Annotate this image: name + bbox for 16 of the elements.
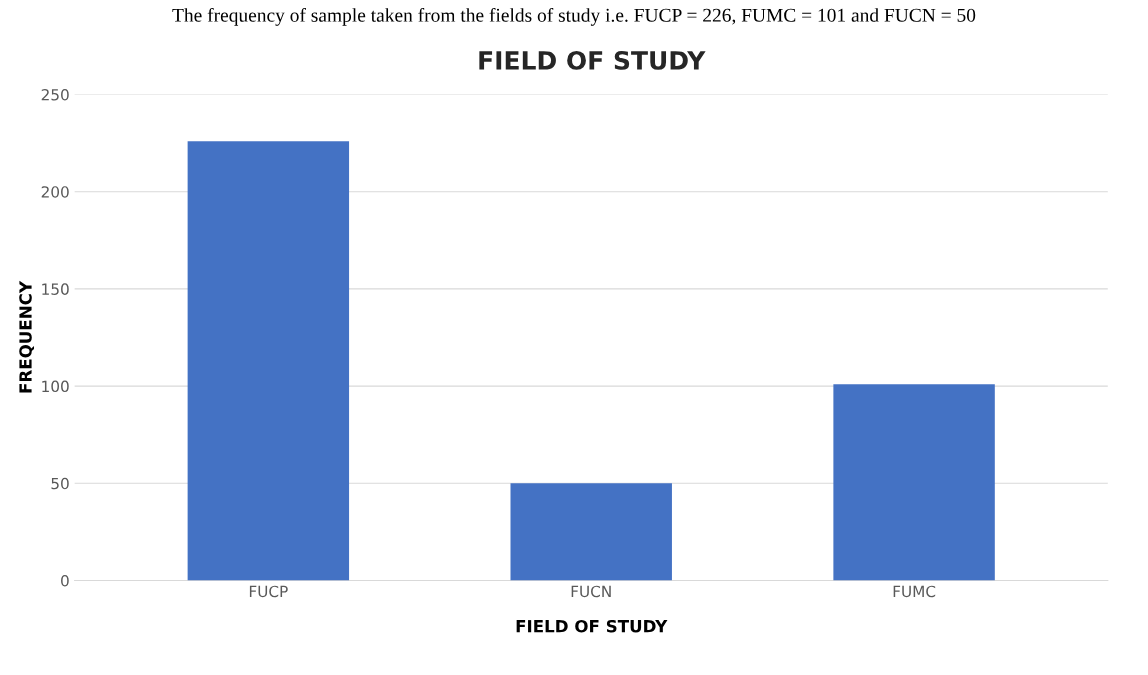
y-axis-title: FREQUENCY bbox=[19, 280, 35, 393]
chart-title: FIELD OF STUDY bbox=[479, 50, 706, 70]
x-tick-label: FUMC bbox=[893, 585, 936, 598]
y-tick-label: 100 bbox=[42, 380, 69, 393]
text: The frequency of sample taken from the fields of study i.e. FUCP = 226, FUMC = 101 and FUCN = 50 bbox=[172, 7, 976, 26]
x-tick-label: FUCN bbox=[571, 585, 611, 598]
y-tick-label: 50 bbox=[51, 477, 69, 490]
x-tick-label: FUCP bbox=[249, 585, 288, 598]
bar bbox=[510, 483, 672, 581]
bar bbox=[833, 384, 995, 581]
y-tick-label: 0 bbox=[61, 574, 69, 587]
y-tick-label: 200 bbox=[41, 186, 69, 198]
y-tick-label: 250 bbox=[41, 88, 69, 101]
x-axis-title: FIELD OF STUDY bbox=[516, 619, 668, 633]
y-tick-label: 150 bbox=[42, 283, 69, 295]
bar bbox=[187, 141, 350, 581]
